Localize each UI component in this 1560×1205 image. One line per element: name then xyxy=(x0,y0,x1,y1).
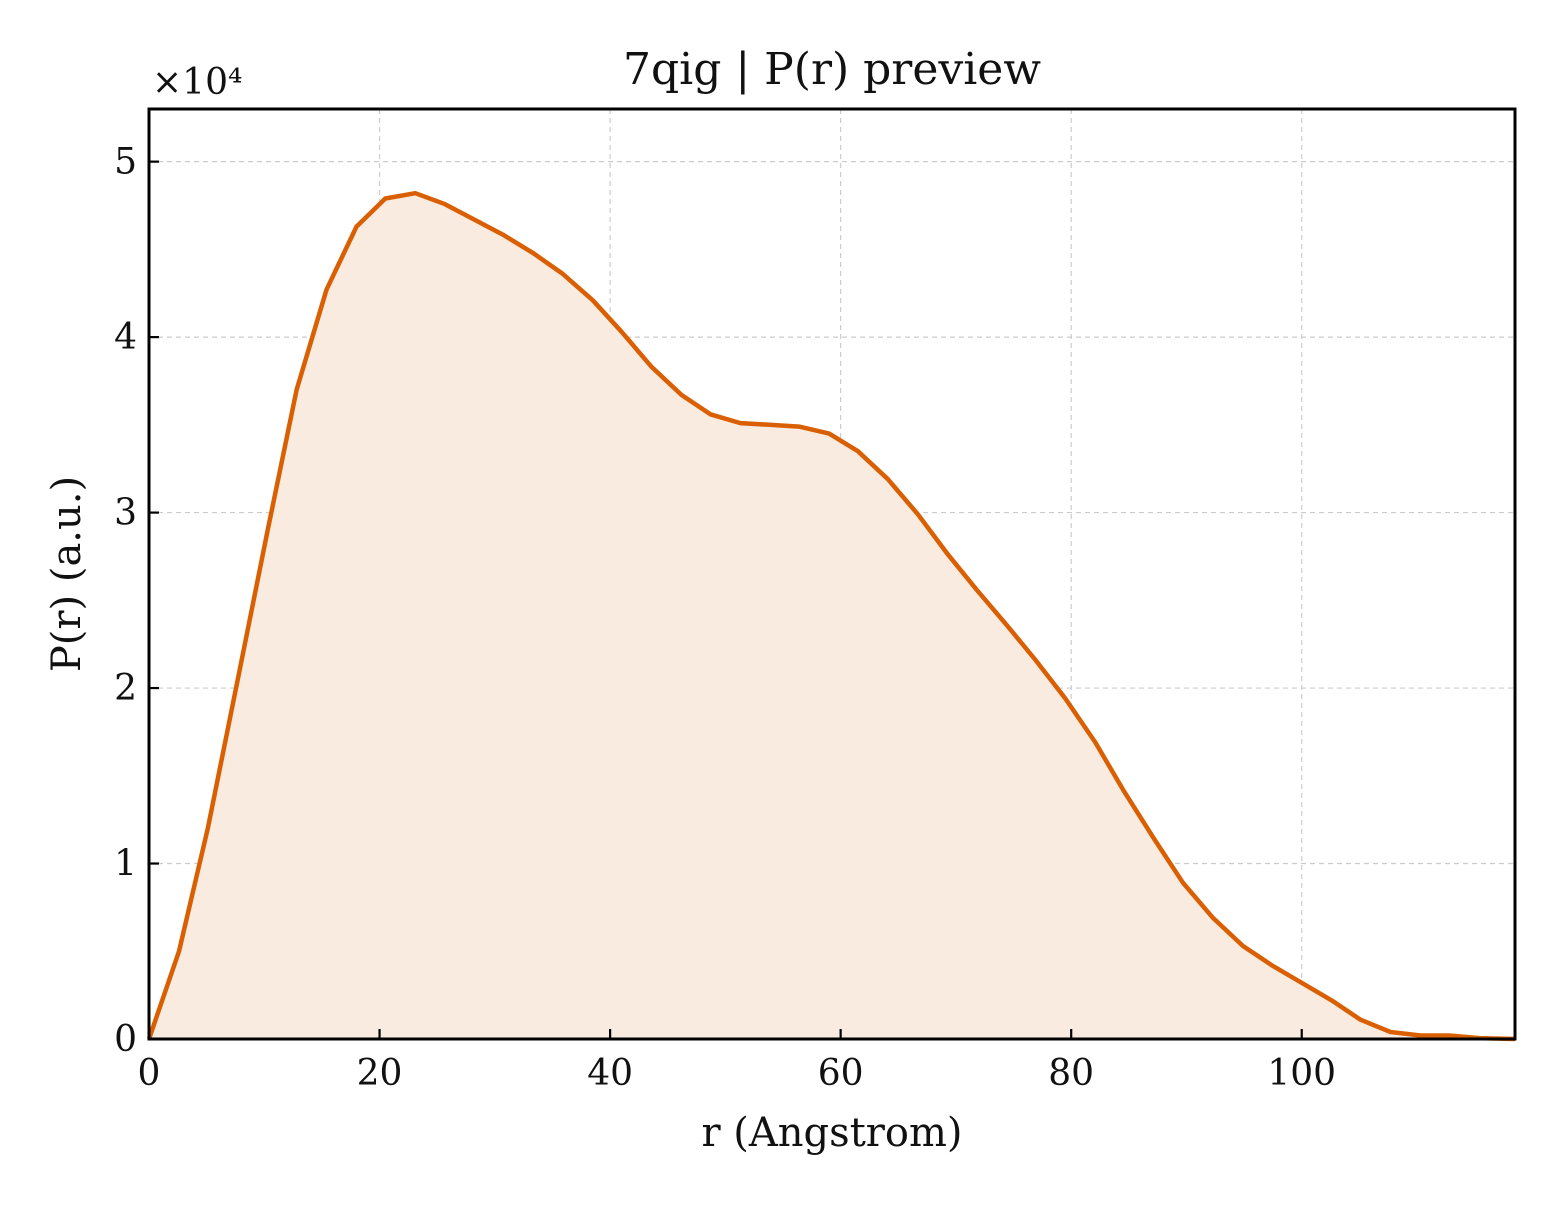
x-tick-label: 20 xyxy=(357,1053,403,1094)
x-tick-label: 40 xyxy=(587,1053,633,1094)
x-tick-label: 0 xyxy=(138,1053,161,1094)
ticks: 0 20 40 60 80 100 0 1 2 3 4 5 xyxy=(114,142,1336,1094)
y-tick-label: 2 xyxy=(114,668,137,709)
pr-series-line xyxy=(146,190,1516,1042)
pr-area-fill xyxy=(149,193,1515,1039)
y-multiplier-label: ×10⁴ xyxy=(152,62,242,103)
plot-frame xyxy=(147,107,1517,1041)
x-axis-label: r (Angstrom) xyxy=(701,1110,962,1156)
x-tick-label: 60 xyxy=(818,1053,864,1094)
y-tick-label: 1 xyxy=(114,844,137,885)
y-tick-label: 5 xyxy=(114,142,137,183)
x-tick-label: 100 xyxy=(1267,1053,1336,1094)
x-tick-label: 80 xyxy=(1048,1053,1094,1094)
y-tick-label: 3 xyxy=(114,493,137,534)
y-tick-label: 4 xyxy=(114,317,137,358)
chart-title: 7qig | P(r) preview xyxy=(623,44,1041,95)
y-axis-label: P(r) (a.u.) xyxy=(44,476,90,672)
y-tick-label: 0 xyxy=(114,1019,137,1060)
